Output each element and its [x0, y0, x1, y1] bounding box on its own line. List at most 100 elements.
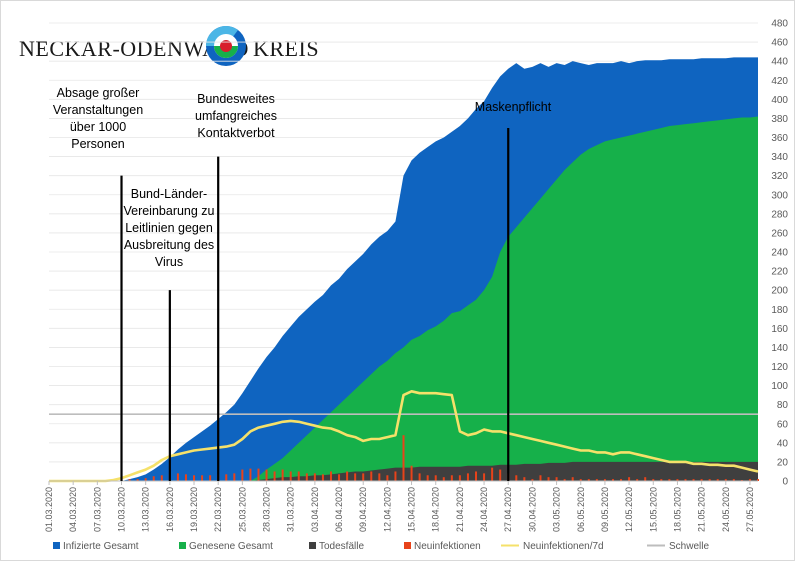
- legend-swatch: [53, 542, 60, 549]
- legend-label: Todesfälle: [319, 541, 364, 552]
- y-tick-label: 180: [771, 305, 788, 316]
- logo-emblem: [206, 25, 246, 66]
- y-tick-label: 400: [771, 95, 788, 106]
- x-tick-label: 24.04.2020: [479, 487, 489, 532]
- neuinfektionen-bar: [354, 473, 357, 481]
- neuinfektionen-bar: [483, 473, 486, 481]
- x-tick-label: 15.04.2020: [407, 487, 417, 532]
- neuinfektionen-bar: [716, 479, 719, 481]
- annotation-text: Maskenpflicht: [475, 100, 552, 114]
- neuinfektionen-bar: [338, 474, 341, 481]
- neuinfektionen-bar: [249, 468, 252, 481]
- neuinfektionen-bar: [418, 473, 421, 481]
- x-tick-label: 22.03.2020: [213, 487, 223, 532]
- legend-label: Genesene Gesamt: [189, 541, 273, 552]
- y-tick-label: 480: [771, 19, 788, 30]
- neuinfektionen-bar: [346, 471, 349, 481]
- neuinfektionen-bar: [499, 469, 502, 481]
- neuinfektionen-bar: [563, 479, 566, 481]
- neuinfektionen-bar: [378, 473, 381, 481]
- x-tick-label: 27.04.2020: [503, 487, 513, 532]
- neuinfektionen-bar: [362, 473, 365, 481]
- neuinfektionen-bar: [668, 479, 671, 481]
- legend-label: Schwelle: [669, 541, 709, 552]
- annotation-text: umfangreiches: [195, 109, 277, 123]
- annotation-text: Ausbreitung des: [124, 238, 214, 252]
- neuinfektionen-bar: [757, 479, 759, 481]
- x-tick-label: 04.03.2020: [68, 487, 78, 532]
- neuinfektionen-bar: [595, 479, 598, 481]
- neuinfektionen-bar: [289, 471, 292, 481]
- neuinfektionen-bar: [297, 471, 300, 481]
- neuinfektionen-bar: [547, 477, 550, 481]
- y-tick-label: 440: [771, 57, 788, 68]
- neuinfektionen-bar: [241, 469, 244, 481]
- x-tick-label: 09.05.2020: [600, 487, 610, 532]
- neuinfektionen-bar: [426, 475, 429, 481]
- y-tick-label: 360: [771, 133, 788, 144]
- neuinfektionen-bar: [402, 435, 405, 481]
- x-tick-label: 03.04.2020: [310, 487, 320, 532]
- x-tick-label: 10.03.2020: [117, 487, 127, 532]
- neuinfektionen-bar: [394, 471, 397, 481]
- neuinfektionen-bar: [370, 471, 373, 481]
- x-tick-label: 21.04.2020: [455, 487, 465, 532]
- legend: Infizierte Gesamt Genesene Gesamt Todesfäl…: [53, 541, 709, 552]
- annotation-text: Leitlinien gegen: [125, 221, 213, 235]
- neuinfektionen-bar: [273, 471, 276, 481]
- x-tick-label: 28.03.2020: [262, 487, 272, 532]
- neuinfektionen-bar: [225, 474, 228, 481]
- neuinfektionen-bar: [700, 479, 703, 481]
- neuinfektionen-bar: [313, 473, 316, 481]
- x-tick-label: 24.05.2020: [721, 487, 731, 532]
- neuinfektionen-bar: [281, 469, 284, 481]
- y-tick-label: 160: [771, 324, 788, 335]
- legend-label: Neuinfektionen: [414, 541, 481, 552]
- annotation-text: Personen: [71, 137, 125, 151]
- y-tick-label: 260: [771, 228, 788, 239]
- y-tick-label: 240: [771, 248, 788, 259]
- neuinfektionen-bar: [466, 473, 469, 481]
- x-tick-label: 12.05.2020: [624, 487, 634, 532]
- neuinfektionen-bar: [603, 479, 606, 481]
- neuinfektionen-bar: [692, 479, 695, 481]
- neuinfektionen-bar: [620, 479, 623, 481]
- neuinfektionen-bar: [410, 465, 413, 481]
- neuinfektionen-bar: [265, 469, 268, 481]
- neuinfektionen-bar: [684, 479, 687, 481]
- y-tick-label: 300: [771, 190, 788, 201]
- series-genesene-gesamt: [49, 116, 758, 481]
- neuinfektionen-bar: [539, 475, 542, 481]
- annotations: Absage großer Veranstaltungen über 1000 Per…: [53, 86, 552, 481]
- neuinfektionen-bar: [434, 475, 437, 481]
- x-axis: 01.03.2020 04.03.2020 07.03.2020 10.03.2020…: [44, 480, 758, 532]
- neuinfektionen-bar: [450, 475, 453, 481]
- neuinfektionen-bar: [611, 479, 614, 481]
- annotation-text: Absage großer: [57, 86, 140, 100]
- y-tick-label: 100: [771, 381, 788, 392]
- legend-swatch: [179, 542, 186, 549]
- legend-label: Infizierte Gesamt: [63, 541, 139, 552]
- neuinfektionen-bar: [305, 473, 308, 481]
- neuinfektionen-bar: [193, 475, 196, 481]
- y-tick-label: 220: [771, 267, 788, 278]
- neuinfektionen-bar: [652, 479, 655, 481]
- x-tick-label: 01.03.2020: [44, 487, 54, 532]
- neuinfektionen-bar: [523, 477, 526, 481]
- y-tick-label: 200: [771, 286, 788, 297]
- neuinfektionen-bar: [201, 475, 204, 481]
- legend-swatch: [309, 542, 316, 549]
- x-tick-label: 21.05.2020: [697, 487, 707, 532]
- x-tick-label: 07.03.2020: [92, 487, 102, 532]
- neuinfektionen-bar: [321, 474, 324, 481]
- neuinfektionen-bar: [209, 475, 212, 481]
- x-tick-label: 19.03.2020: [189, 487, 199, 532]
- y-tick-label: 280: [771, 209, 788, 220]
- series-neuinfektionen-7d: [49, 389, 759, 483]
- logo-text-right: KREIS: [253, 36, 319, 61]
- neuinfektionen-bar: [660, 479, 663, 481]
- neuinfektionen-bar: [724, 479, 727, 481]
- x-tick-label: 15.05.2020: [648, 487, 658, 532]
- neuinfektionen-bar: [579, 479, 582, 481]
- y-tick-label: 120: [771, 362, 788, 373]
